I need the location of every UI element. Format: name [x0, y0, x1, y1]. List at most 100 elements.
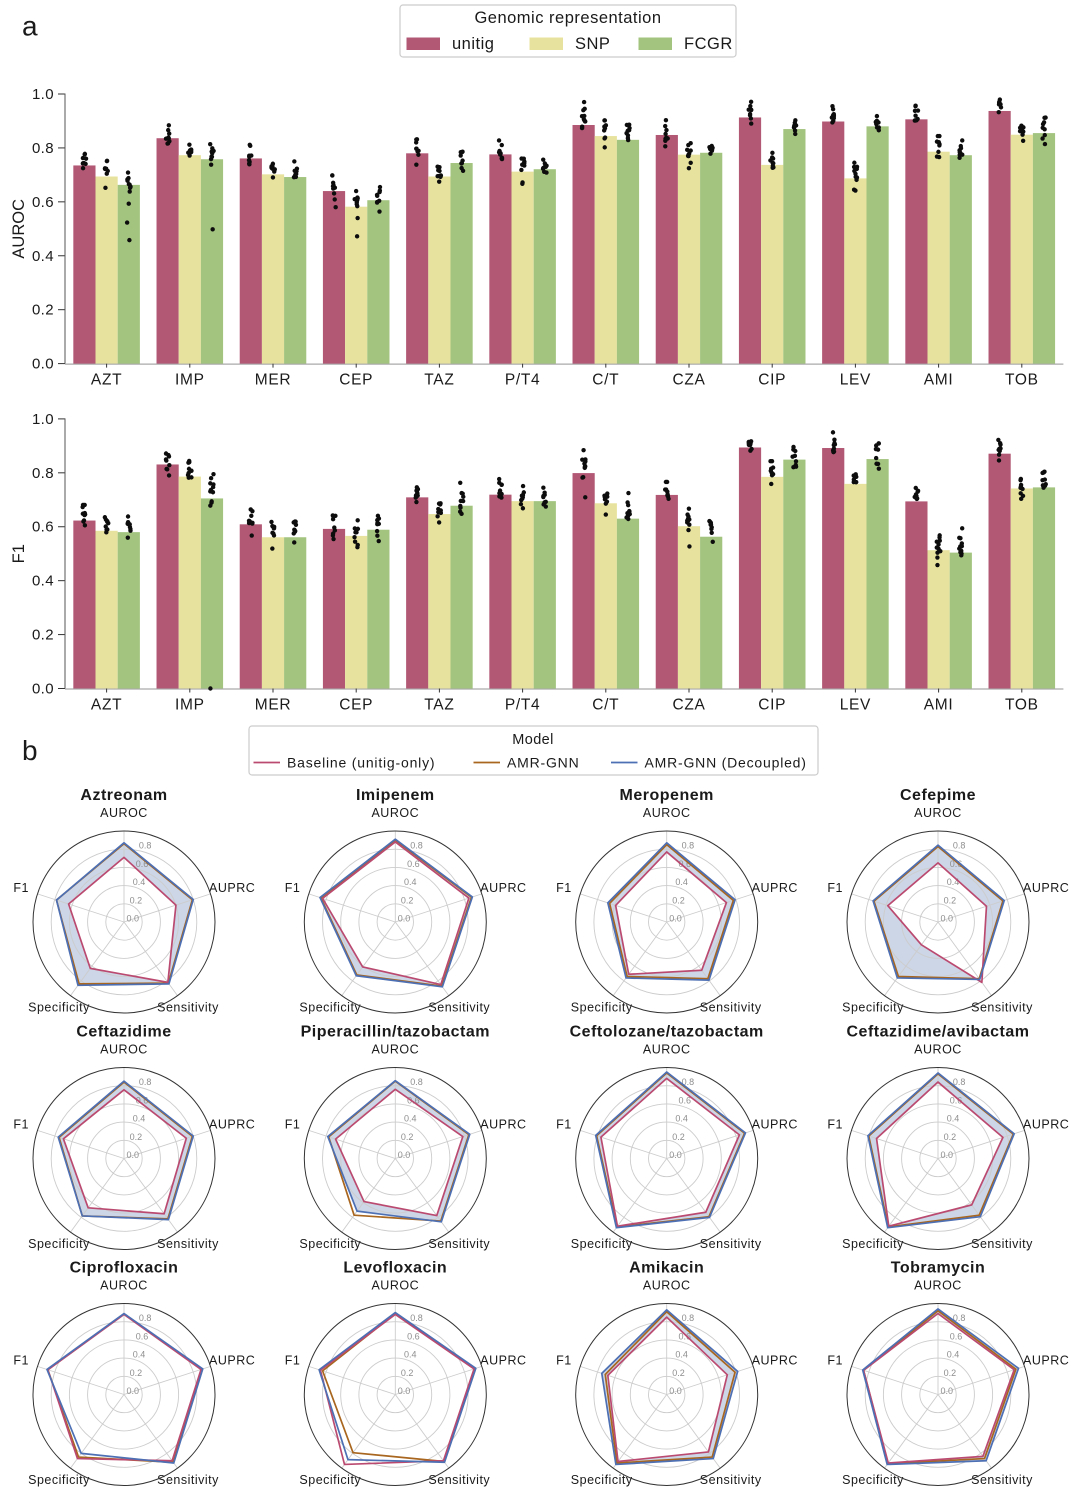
svg-text:P/T4: P/T4 [505, 372, 541, 389]
svg-text:F1: F1 [556, 1354, 572, 1368]
svg-text:AUPRC: AUPRC [480, 1118, 526, 1132]
svg-text:0.4: 0.4 [404, 877, 417, 887]
svg-text:0.8: 0.8 [410, 1313, 423, 1323]
svg-text:F1: F1 [13, 1354, 29, 1368]
svg-text:0.4: 0.4 [675, 1350, 688, 1360]
svg-text:AUPRC: AUPRC [209, 1118, 255, 1132]
svg-text:0.0: 0.0 [398, 914, 411, 924]
svg-text:AUPRC: AUPRC [1023, 1354, 1069, 1368]
svg-text:F1: F1 [285, 1354, 301, 1368]
svg-text:C/T: C/T [592, 372, 619, 389]
svg-text:0.4: 0.4 [947, 1114, 960, 1124]
svg-text:F1: F1 [285, 1118, 301, 1132]
svg-text:Levofloxacin: Levofloxacin [343, 1260, 447, 1277]
svg-text:F1: F1 [556, 1118, 572, 1132]
svg-text:AUPRC: AUPRC [1023, 881, 1069, 895]
svg-text:0.2: 0.2 [32, 302, 54, 319]
svg-text:0.8: 0.8 [32, 140, 54, 157]
svg-text:1.0: 1.0 [32, 86, 54, 103]
svg-text:Specificity: Specificity [299, 1237, 361, 1251]
svg-text:AUROC: AUROC [100, 1279, 148, 1293]
svg-text:AMR-GNN: AMR-GNN [507, 755, 579, 771]
svg-text:FCGR: FCGR [684, 35, 733, 53]
svg-text:0.0: 0.0 [127, 1386, 140, 1396]
svg-text:0.2: 0.2 [944, 895, 957, 905]
svg-text:0.8: 0.8 [410, 1077, 423, 1087]
svg-text:CEP: CEP [339, 372, 373, 389]
svg-text:0.2: 0.2 [944, 1132, 957, 1142]
svg-text:0.4: 0.4 [133, 1114, 146, 1124]
svg-text:0.8: 0.8 [32, 465, 54, 482]
svg-text:Ceftolozane/tazobactam: Ceftolozane/tazobactam [570, 1024, 764, 1041]
svg-text:Ceftazidime: Ceftazidime [76, 1024, 171, 1041]
svg-text:0.4: 0.4 [133, 1350, 146, 1360]
svg-text:Specificity: Specificity [842, 1473, 904, 1487]
svg-text:Amikacin: Amikacin [629, 1260, 704, 1277]
svg-text:0.6: 0.6 [407, 1331, 420, 1341]
svg-text:TAZ: TAZ [424, 372, 454, 389]
svg-text:AUROC: AUROC [643, 806, 691, 820]
svg-text:0.0: 0.0 [127, 914, 140, 924]
svg-text:0.0: 0.0 [941, 1150, 954, 1160]
svg-text:0.6: 0.6 [32, 194, 54, 211]
svg-text:0.2: 0.2 [130, 1368, 143, 1378]
svg-text:Aztreonam: Aztreonam [80, 787, 167, 804]
svg-text:Baseline (unitig-only): Baseline (unitig-only) [287, 755, 435, 771]
svg-text:0.6: 0.6 [136, 859, 149, 869]
svg-text:AUPRC: AUPRC [1023, 1118, 1069, 1132]
svg-text:F1: F1 [827, 881, 843, 895]
svg-text:Sensitivity: Sensitivity [971, 1237, 1033, 1251]
svg-text:0.2: 0.2 [672, 895, 685, 905]
svg-text:a: a [22, 11, 38, 42]
svg-text:Sensitivity: Sensitivity [157, 1473, 219, 1487]
svg-text:P/T4: P/T4 [505, 697, 541, 714]
svg-text:AMI: AMI [924, 372, 954, 389]
svg-text:AUROC: AUROC [643, 1043, 691, 1057]
svg-text:0.2: 0.2 [130, 1132, 143, 1142]
svg-text:AUROC: AUROC [100, 1043, 148, 1057]
svg-text:0.2: 0.2 [401, 1132, 414, 1142]
svg-text:Meropenem: Meropenem [620, 787, 714, 804]
svg-text:0.0: 0.0 [941, 914, 954, 924]
svg-text:unitig: unitig [452, 35, 494, 53]
svg-text:Specificity: Specificity [842, 1001, 904, 1015]
svg-text:Specificity: Specificity [299, 1473, 361, 1487]
svg-text:0.4: 0.4 [947, 877, 960, 887]
svg-text:Sensitivity: Sensitivity [428, 1001, 490, 1015]
svg-text:0.4: 0.4 [675, 877, 688, 887]
svg-text:0.0: 0.0 [398, 1150, 411, 1160]
svg-text:0.8: 0.8 [410, 841, 423, 851]
svg-text:Sensitivity: Sensitivity [428, 1473, 490, 1487]
svg-text:0.4: 0.4 [404, 1350, 417, 1360]
svg-text:0.0: 0.0 [669, 914, 682, 924]
svg-text:0.0: 0.0 [941, 1386, 954, 1396]
svg-text:0.6: 0.6 [32, 519, 54, 536]
svg-text:Sensitivity: Sensitivity [428, 1237, 490, 1251]
svg-text:AUROC: AUROC [100, 806, 148, 820]
svg-text:AUROC: AUROC [371, 1279, 419, 1293]
svg-text:LEV: LEV [840, 697, 871, 714]
svg-text:Imipenem: Imipenem [356, 787, 435, 804]
svg-text:AUPRC: AUPRC [752, 881, 798, 895]
svg-text:b: b [22, 735, 38, 766]
svg-text:CIP: CIP [758, 372, 786, 389]
svg-text:0.8: 0.8 [139, 1077, 152, 1087]
svg-text:F1: F1 [13, 1118, 29, 1132]
svg-text:0.8: 0.8 [953, 1077, 966, 1087]
svg-text:AUROC: AUROC [914, 806, 962, 820]
svg-text:C/T: C/T [592, 697, 619, 714]
svg-text:0.8: 0.8 [682, 841, 695, 851]
svg-text:CIP: CIP [758, 697, 786, 714]
svg-text:AUPRC: AUPRC [752, 1354, 798, 1368]
svg-text:0.8: 0.8 [139, 1313, 152, 1323]
svg-text:TOB: TOB [1005, 372, 1039, 389]
svg-text:0.2: 0.2 [32, 627, 54, 644]
svg-text:CZA: CZA [672, 697, 705, 714]
svg-text:IMP: IMP [175, 372, 205, 389]
svg-text:F1: F1 [285, 881, 301, 895]
svg-text:0.0: 0.0 [398, 1386, 411, 1396]
svg-text:0.6: 0.6 [407, 1095, 420, 1105]
svg-text:Tobramycin: Tobramycin [891, 1260, 986, 1277]
svg-text:0.0: 0.0 [32, 356, 54, 373]
svg-text:0.4: 0.4 [675, 1114, 688, 1124]
